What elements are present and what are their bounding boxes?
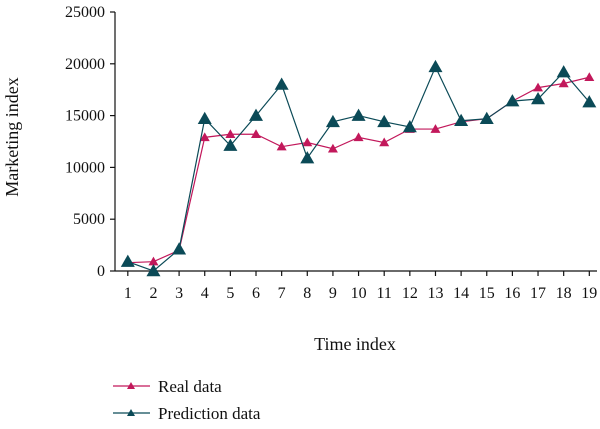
data-point-prediction bbox=[505, 94, 520, 107]
y-tick-label: 5000 bbox=[73, 211, 105, 228]
x-tick-label: 15 bbox=[479, 285, 495, 302]
legend-marker-prediction bbox=[127, 409, 135, 416]
x-tick-label: 18 bbox=[556, 285, 572, 302]
data-point-real bbox=[558, 78, 569, 88]
legend-label-real: Real data bbox=[158, 377, 222, 396]
data-point-real bbox=[225, 129, 236, 138]
data-point-real bbox=[251, 129, 262, 138]
x-tick-label: 2 bbox=[149, 285, 157, 302]
data-point-prediction bbox=[556, 65, 571, 78]
data-point-real bbox=[199, 132, 210, 142]
data-point-real bbox=[353, 132, 364, 142]
data-point-real bbox=[302, 137, 313, 147]
data-point-real bbox=[276, 141, 287, 151]
x-tick-label: 14 bbox=[453, 285, 469, 302]
data-point-real bbox=[148, 256, 159, 266]
data-point-real bbox=[327, 143, 338, 153]
y-tick-label: 20000 bbox=[65, 56, 105, 73]
data-point-real bbox=[379, 137, 390, 147]
y-tick-label: 15000 bbox=[65, 108, 105, 125]
x-tick-label: 17 bbox=[530, 285, 546, 302]
y-tick-label: 0 bbox=[97, 263, 105, 280]
data-point-prediction bbox=[197, 111, 212, 124]
x-tick-label: 5 bbox=[226, 285, 234, 302]
legend-item-real: Real data bbox=[113, 377, 222, 396]
x-tick-label: 19 bbox=[581, 285, 597, 302]
data-point-prediction bbox=[146, 264, 161, 277]
data-point-prediction bbox=[531, 92, 546, 105]
x-tick-label: 6 bbox=[252, 285, 260, 302]
data-point-prediction bbox=[325, 114, 340, 128]
x-tick-label: 12 bbox=[402, 285, 418, 302]
x-tick-label: 9 bbox=[329, 285, 337, 302]
x-tick-label: 16 bbox=[504, 285, 520, 302]
y-tick-label: 25000 bbox=[65, 4, 105, 21]
data-point-real bbox=[430, 124, 441, 133]
y-axis-title: Marketing index bbox=[2, 77, 22, 196]
data-point-prediction bbox=[377, 114, 392, 128]
data-point-prediction bbox=[428, 59, 443, 73]
series-layer bbox=[120, 59, 597, 277]
legend-marker-real bbox=[127, 382, 135, 389]
x-tick-label: 8 bbox=[303, 285, 311, 302]
series-line-real bbox=[127, 76, 590, 264]
series-prediction bbox=[120, 59, 597, 277]
data-point-real bbox=[584, 72, 595, 82]
data-point-prediction bbox=[223, 138, 238, 151]
x-tick-label: 13 bbox=[427, 285, 443, 302]
x-tick-label: 10 bbox=[351, 285, 367, 302]
data-point-prediction bbox=[479, 111, 494, 124]
data-point-prediction bbox=[454, 113, 469, 127]
x-tick-label: 3 bbox=[175, 285, 183, 302]
data-point-prediction bbox=[249, 108, 264, 121]
legend: Real data Prediction data bbox=[113, 377, 261, 423]
legend-label-prediction: Prediction data bbox=[158, 404, 261, 423]
data-point-real bbox=[533, 82, 544, 92]
data-point-prediction bbox=[172, 242, 187, 255]
x-tick-label: 11 bbox=[376, 285, 391, 302]
data-point-prediction bbox=[402, 119, 417, 133]
x-tick-label: 1 bbox=[124, 285, 132, 302]
series-real bbox=[122, 72, 595, 267]
legend-item-prediction: Prediction data bbox=[113, 404, 261, 423]
data-point-prediction bbox=[582, 95, 597, 108]
x-tick-label: 4 bbox=[201, 285, 209, 302]
data-point-prediction bbox=[274, 77, 289, 90]
x-tick-label: 7 bbox=[278, 285, 286, 302]
x-axis-title: Time index bbox=[314, 334, 396, 354]
data-point-prediction bbox=[351, 108, 366, 121]
y-tick-label: 10000 bbox=[65, 159, 105, 176]
data-point-prediction bbox=[120, 254, 135, 267]
data-point-prediction bbox=[300, 151, 315, 164]
